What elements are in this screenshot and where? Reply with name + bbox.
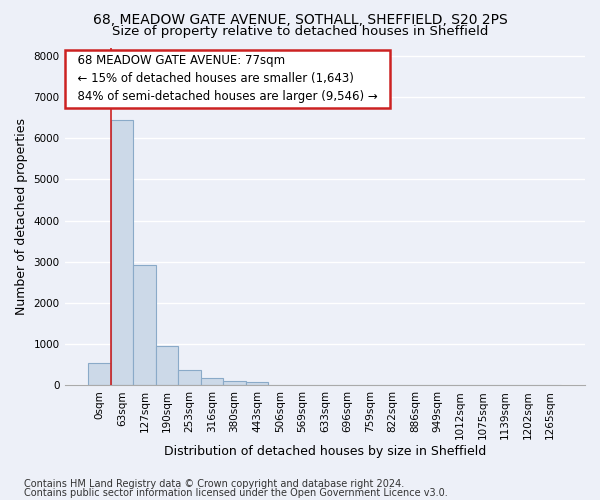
Bar: [223, 381, 246, 386]
Bar: [156, 346, 178, 386]
Bar: [246, 382, 268, 386]
Text: Contains HM Land Registry data © Crown copyright and database right 2024.: Contains HM Land Registry data © Crown c…: [24, 479, 404, 489]
Text: Contains public sector information licensed under the Open Government Licence v3: Contains public sector information licen…: [24, 488, 448, 498]
X-axis label: Distribution of detached houses by size in Sheffield: Distribution of detached houses by size …: [164, 444, 486, 458]
Text: 68 MEADOW GATE AVENUE: 77sqm  
  ← 15% of detached houses are smaller (1,643)  
: 68 MEADOW GATE AVENUE: 77sqm ← 15% of de…: [70, 54, 385, 104]
Text: 68, MEADOW GATE AVENUE, SOTHALL, SHEFFIELD, S20 2PS: 68, MEADOW GATE AVENUE, SOTHALL, SHEFFIE…: [92, 12, 508, 26]
Bar: [111, 120, 133, 386]
Bar: [133, 265, 156, 386]
Bar: [88, 363, 111, 386]
Text: Size of property relative to detached houses in Sheffield: Size of property relative to detached ho…: [112, 25, 488, 38]
Bar: [178, 370, 201, 386]
Bar: [201, 378, 223, 386]
Y-axis label: Number of detached properties: Number of detached properties: [15, 118, 28, 315]
